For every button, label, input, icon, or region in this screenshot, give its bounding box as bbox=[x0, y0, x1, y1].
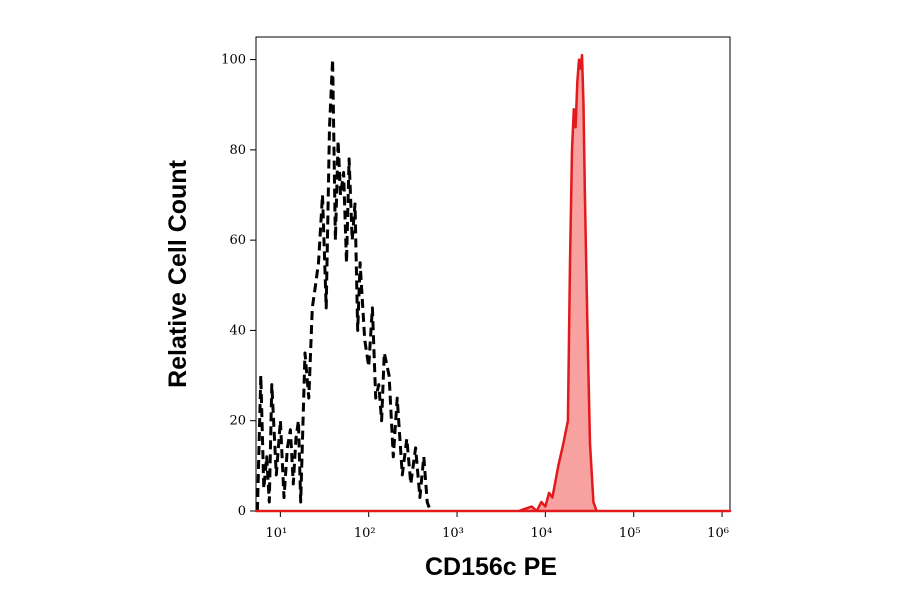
x-tick-label: 10¹ bbox=[265, 526, 287, 541]
y-tick-label: 20 bbox=[229, 414, 246, 429]
x-tick-label: 10⁴ bbox=[530, 526, 552, 541]
y-tick-label: 40 bbox=[229, 323, 246, 338]
y-tick-label: 0 bbox=[238, 504, 246, 519]
x-tick-label: 10³ bbox=[442, 526, 464, 541]
x-tick-label: 10⁶ bbox=[707, 526, 729, 541]
y-tick-label: 80 bbox=[229, 143, 246, 158]
x-axis-label: CD156c PE bbox=[425, 553, 557, 581]
histogram-line bbox=[255, 58, 432, 512]
y-tick-label: 60 bbox=[229, 233, 246, 248]
filled-histogram bbox=[254, 53, 732, 513]
y-tick-label: 100 bbox=[221, 53, 246, 68]
y-axis-label: Relative Cell Count bbox=[164, 159, 192, 387]
x-tick-label: 10² bbox=[354, 526, 376, 541]
x-tick-label: 10⁵ bbox=[619, 526, 641, 541]
